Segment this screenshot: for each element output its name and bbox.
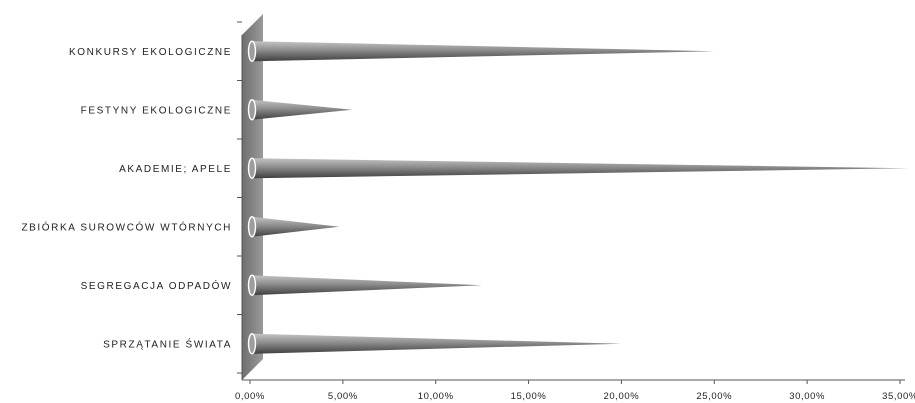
x-tick-label: 30,00% [789,391,825,402]
category-label: AKADEMIE; APELE [119,164,232,175]
category-label: SEGREGACJA ODPADÓW [81,279,232,292]
bar-base [247,333,257,355]
bar-base [247,216,257,238]
bar-cone [252,216,340,237]
x-tick-label: 5,00% [328,391,358,402]
bar-base [247,40,257,62]
bar-cone [252,158,910,179]
x-tick-label: 20,00% [604,391,640,402]
category-label: ZBIÓRKA SUROWCÓW WTÓRNYCH [21,220,232,233]
bar-cone [252,99,353,120]
bar-4 [247,216,340,238]
category-label: SPRZĄTANIE ŚWIATA [103,337,232,350]
bar-cone [252,333,622,354]
x-tick-label: 0,00% [235,391,265,402]
bar-cone [252,41,715,62]
x-tick-label: 15,00% [511,391,547,402]
bar-cone [252,275,483,296]
bar-5 [247,274,483,296]
bar-base [247,157,257,179]
category-label: KONKURSY EKOLOGICZNE [69,47,232,58]
bar-3 [247,157,910,179]
x-tick-label: 10,00% [418,391,454,402]
bar-6 [247,333,622,355]
x-tick-label: 25,00% [696,391,732,402]
bar-base [247,99,257,121]
category-label: FESTYNY EKOLOGICZNE [81,105,232,116]
chart-side-wall [242,14,263,380]
bar-base [247,274,257,296]
bar-2 [247,99,353,121]
x-tick-label: 35,00% [882,391,915,402]
bar-1 [247,40,715,62]
